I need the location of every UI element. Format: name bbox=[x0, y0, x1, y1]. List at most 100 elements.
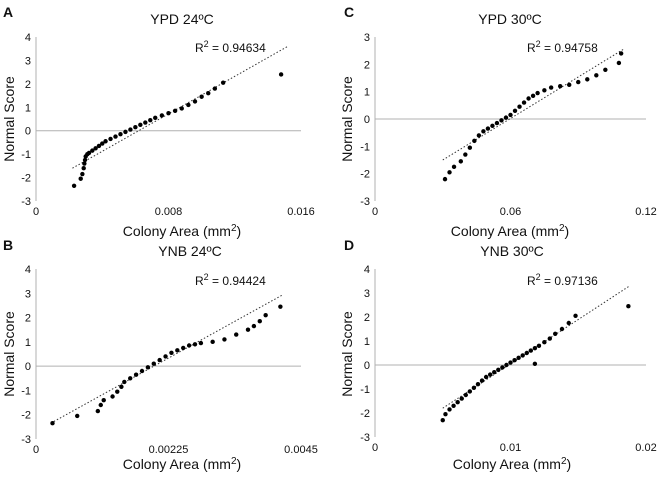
y-tick-label: 1 bbox=[364, 87, 370, 99]
data-point bbox=[447, 170, 452, 175]
x-tick-label: 0.0045 bbox=[284, 444, 318, 456]
r-squared-value: = 0.94634 bbox=[209, 41, 266, 55]
y-tick-label: -3 bbox=[360, 196, 370, 208]
data-point bbox=[278, 72, 284, 77]
data-point bbox=[542, 88, 547, 93]
data-point bbox=[186, 343, 192, 348]
r-squared-superscript: 2 bbox=[536, 39, 541, 49]
panel-c: C YPD 30ºC -3 -2 -1 0 1 2 3 0 0.06 0.12 Normal Score… bbox=[339, 4, 657, 239]
data-point bbox=[458, 159, 464, 164]
data-point bbox=[133, 125, 138, 130]
trendline bbox=[50, 294, 284, 424]
y-axis-label: Normal Score bbox=[1, 76, 17, 162]
data-point bbox=[143, 120, 148, 125]
y-tick-label: -2 bbox=[21, 410, 31, 422]
data-point bbox=[166, 110, 171, 116]
data-point bbox=[479, 378, 485, 383]
data-point bbox=[128, 127, 133, 132]
data-point bbox=[98, 402, 103, 408]
data-point bbox=[536, 343, 542, 348]
data-point bbox=[447, 407, 452, 412]
chart-title: YPD 30ºC bbox=[478, 11, 541, 27]
data-point bbox=[485, 126, 491, 131]
data-point bbox=[585, 77, 590, 82]
x-axis-label-main: Colony Area (mm bbox=[451, 223, 559, 239]
data-point bbox=[490, 123, 495, 129]
x-axis-label-main: Colony Area (mm bbox=[453, 456, 561, 472]
data-point bbox=[93, 146, 98, 151]
data-point bbox=[451, 164, 457, 170]
x-axis-label-superscript: 2 bbox=[231, 223, 237, 234]
data-point bbox=[222, 337, 227, 342]
data-point bbox=[108, 136, 113, 142]
data-point bbox=[573, 313, 578, 318]
data-point bbox=[100, 141, 105, 146]
r-squared-superscript: 2 bbox=[536, 272, 541, 282]
x-tick-label: 0.016 bbox=[287, 206, 315, 218]
data-point bbox=[206, 91, 211, 96]
data-point bbox=[481, 129, 486, 134]
data-point bbox=[500, 365, 505, 370]
y-tick-label: -2 bbox=[360, 408, 370, 420]
panel-letter: D bbox=[344, 237, 354, 253]
x-axis-label-main: Colony Area (mm bbox=[123, 223, 231, 239]
data-point bbox=[90, 148, 95, 153]
y-tick-label: 3 bbox=[364, 288, 370, 300]
data-point bbox=[455, 400, 460, 405]
x-axis-label-close: ) bbox=[237, 223, 242, 239]
data-point bbox=[95, 408, 101, 414]
x-tick-label: 0.01 bbox=[500, 442, 521, 454]
chart-title: YPD 24ºC bbox=[150, 11, 213, 27]
y-tick-label: 2 bbox=[25, 313, 31, 325]
y-tick-label: -1 bbox=[21, 149, 31, 161]
data-point bbox=[123, 129, 128, 135]
data-point bbox=[115, 389, 120, 394]
r-squared-value: = 0.94758 bbox=[541, 41, 598, 55]
data-point bbox=[512, 108, 518, 114]
data-point bbox=[618, 51, 624, 56]
data-point bbox=[594, 73, 599, 78]
data-point bbox=[172, 108, 178, 114]
r-squared-value: = 0.94424 bbox=[209, 274, 266, 288]
data-point bbox=[101, 397, 106, 403]
data-point bbox=[110, 394, 115, 399]
x-axis-label: Colony Area (mm2) bbox=[123, 223, 241, 240]
data-point bbox=[626, 304, 631, 309]
data-point bbox=[496, 367, 501, 372]
y-tick-label: 4 bbox=[25, 264, 31, 276]
data-point bbox=[157, 357, 162, 363]
r-squared-symbol: R bbox=[527, 274, 536, 288]
data-point bbox=[530, 93, 536, 98]
r-squared-symbol: R bbox=[527, 41, 536, 55]
panel-a: A YPD 24ºC -3 -2 -1 0 1 2 3 4 0 0.008 0.016 Normal Sc… bbox=[1, 4, 315, 239]
r-squared-superscript: 2 bbox=[204, 39, 209, 49]
y-axis-label: Normal Score bbox=[339, 76, 355, 162]
y-axis-label: Normal Score bbox=[339, 311, 355, 397]
data-point bbox=[524, 350, 529, 356]
y-tick-label: -1 bbox=[360, 141, 370, 153]
y-axis-label: Normal Score bbox=[1, 311, 17, 397]
y-tick-label: 3 bbox=[364, 32, 370, 44]
data-point bbox=[245, 327, 251, 332]
y-tick-label: 1 bbox=[364, 336, 370, 348]
y-tick-label: 2 bbox=[364, 59, 370, 71]
data-point bbox=[487, 372, 493, 377]
data-point bbox=[148, 117, 153, 123]
data-point bbox=[475, 382, 481, 387]
r-squared-value: = 0.97136 bbox=[541, 274, 598, 288]
data-point bbox=[220, 80, 226, 85]
y-tick-label: 1 bbox=[25, 337, 31, 349]
data-point bbox=[443, 412, 448, 417]
y-tick-label: -3 bbox=[21, 196, 31, 208]
data-point bbox=[528, 348, 534, 353]
y-tick-label: -1 bbox=[21, 385, 31, 397]
x-tick-label: 0 bbox=[372, 442, 378, 454]
data-point bbox=[153, 115, 158, 121]
data-point bbox=[199, 94, 204, 99]
x-axis-label-main: Colony Area (mm bbox=[123, 456, 231, 472]
panel-letter: C bbox=[344, 4, 354, 20]
data-point bbox=[138, 122, 143, 128]
trendline bbox=[442, 285, 631, 409]
data-point bbox=[471, 385, 477, 390]
